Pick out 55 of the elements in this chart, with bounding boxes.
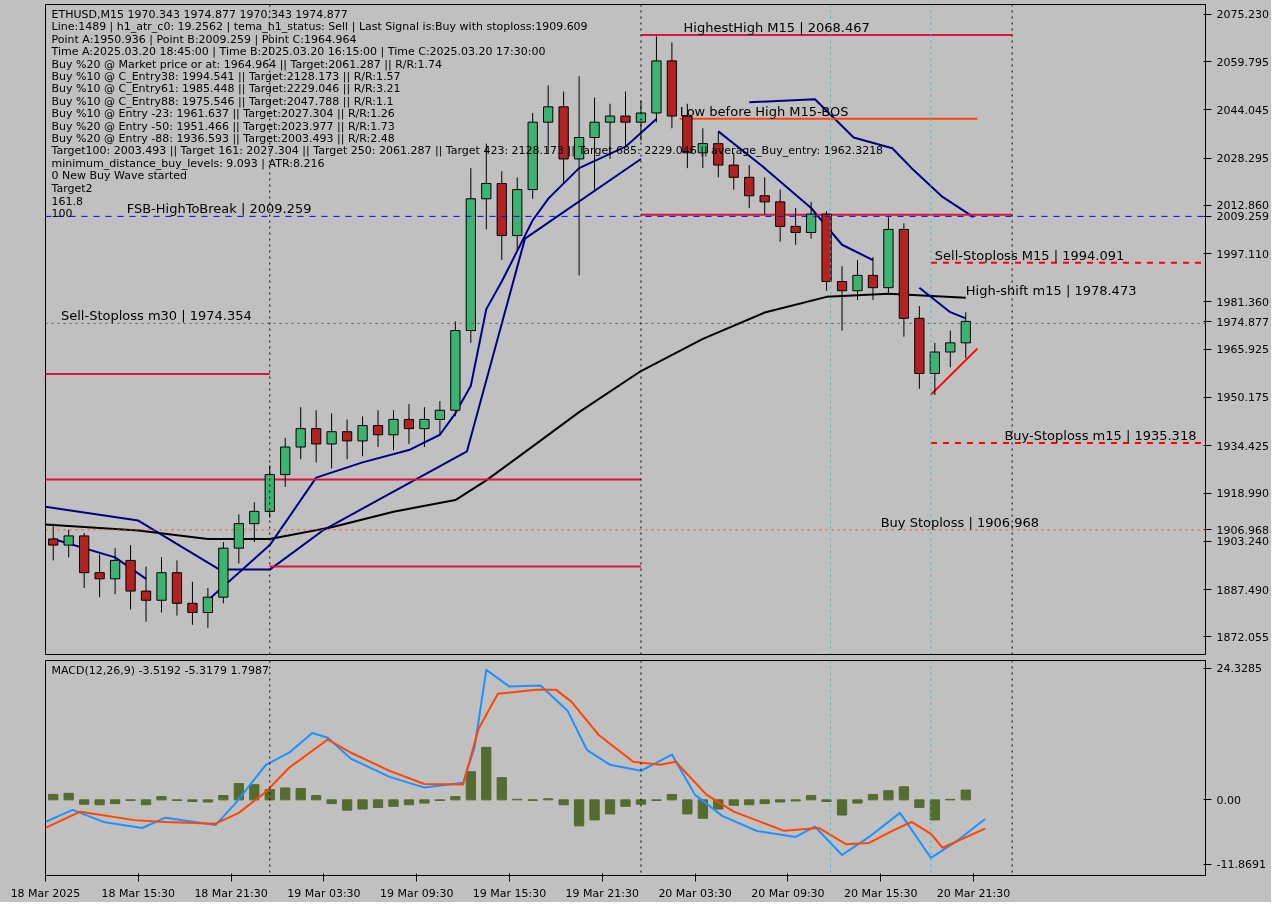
x-tick-label: 19 Mar 03:30: [287, 886, 361, 900]
y-tick-label: 2059.795: [1216, 55, 1269, 69]
x-tick-label: 19 Mar 15:30: [472, 886, 547, 900]
annotation: 161.8: [51, 194, 83, 208]
x-tick-label: 18 Mar 15:30: [101, 886, 176, 900]
x-tick-label: 18 Mar 21:30: [194, 886, 268, 900]
annotation: High-shift m15 | 1978.473: [965, 282, 1137, 298]
y-tick-label: 2044.045: [1216, 103, 1269, 117]
x-tick-label: 20 Mar 21:30: [936, 886, 1011, 900]
annotation: FSB-HighToBreak | 2009.259: [126, 201, 312, 217]
x-tick-label: 20 Mar 15:30: [843, 886, 918, 900]
annotation: minimum_distance_buy_levels: 9.093 | ATR:8.216: [51, 156, 325, 170]
y-tick-label: 24.3285: [1216, 662, 1262, 676]
y-tick-label: 1965.925: [1216, 343, 1269, 357]
annotation: Buy %20 @ Entry -88: 1936.593 || Target:2003.493 || R/R:2.48: [51, 132, 395, 145]
annotation: HighestHigh M15 | 2068.467: [683, 19, 870, 35]
y-tick-label: 1906.968: [1216, 523, 1269, 537]
x-tick-label: 18 Mar 2025: [10, 886, 81, 900]
chart-title: MACD(12,26,9) -3.5192 -5.3179 1.7987: [51, 664, 269, 677]
y-tick-label: 1918.990: [1216, 487, 1269, 501]
y-tick-label: 2012.860: [1216, 199, 1269, 213]
chart-title: ETHUSD,M15 1970.343 1974.877 1970.343 1974.877: [51, 8, 348, 21]
annotation: Time A:2025.03.20 18:45:00 | Time B:2025.03.20 16:15:00 | Time C:2025.03.20 17:30:00: [50, 45, 546, 59]
annotation: Sell-Stoploss M15 | 1994.091: [934, 247, 1125, 263]
annotation: Buy Stoploss | 1906.968: [880, 514, 1040, 530]
x-tick-label: 19 Mar 09:30: [379, 886, 454, 900]
x-tick-label: 20 Mar 03:30: [658, 886, 732, 900]
annotation: Buy %10 @ C_Entry38: 1994.541 || Target:2128.173 || R/R:1.57: [51, 70, 401, 83]
y-tick-label: 1872.055: [1216, 630, 1269, 644]
y-tick-label: 1950.175: [1216, 391, 1269, 405]
x-tick-label: 20 Mar 09:30: [751, 886, 825, 900]
annotation: Buy %20 @ Entry -50: 1951.466 || Target:2023.977 || R/R:1.73: [51, 119, 395, 133]
y-tick-label: 2028.295: [1216, 152, 1269, 166]
y-tick-label: -11.8691: [1216, 858, 1266, 872]
y-tick-label: 1974.877: [1216, 315, 1269, 329]
y-tick-label: 1981.360: [1216, 295, 1269, 309]
annotation: 0 New Buy Wave started: [51, 169, 188, 183]
annotation: Sell-Stoploss m30 | 1974.354: [60, 308, 252, 324]
y-tick-label: 1934.425: [1216, 439, 1269, 453]
annotation: Target2: [50, 181, 93, 195]
annotation: Point A:1950.936 | Point B:2009.259 | Point C:1964.964: [51, 32, 357, 46]
y-tick-label: 2075.230: [1216, 8, 1269, 22]
y-tick-label: 1903.240: [1216, 535, 1269, 549]
annotation: Buy %10 @ C_Entry88: 1975.546 || Target:2047.788 || R/R:1.1: [51, 94, 394, 108]
y-tick-label: 1887.490: [1216, 583, 1269, 597]
annotation: Line:1489 | h1_atr_c0: 19.2562 | tema_h1_status: Sell | Last Signal is:Buy with stoploss:1909.609: [51, 20, 588, 34]
annotation: Buy-Stoploss m15 | 1935.318: [1004, 427, 1197, 443]
annotation: Buy %10 @ Entry -23: 1961.637 || Target:2027.304 || R/R:1.26: [51, 107, 395, 121]
y-tick-label: 1997.110: [1216, 247, 1269, 261]
annotation: Buy %20 @ Market price or at: 1964.964 || Target:2061.287 || R/R:1.74: [51, 57, 443, 71]
y-tick-label: 2009.259: [1216, 210, 1269, 224]
y-tick-label: 0.00: [1216, 793, 1241, 807]
x-tick-label: 19 Mar 21:30: [565, 886, 640, 900]
annotation: Buy %10 @ C_Entry61: 1985.448 || Target:2229.046 || R/R:3.21: [51, 82, 401, 96]
annotation: 100: [51, 206, 73, 220]
